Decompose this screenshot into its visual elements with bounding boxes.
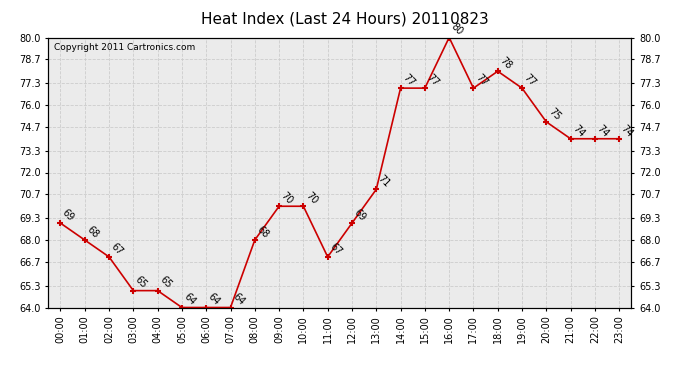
Text: 71: 71 xyxy=(376,174,392,189)
Text: Copyright 2011 Cartronics.com: Copyright 2011 Cartronics.com xyxy=(54,43,195,52)
Text: 74: 74 xyxy=(619,123,635,139)
Text: Heat Index (Last 24 Hours) 20110823: Heat Index (Last 24 Hours) 20110823 xyxy=(201,11,489,26)
Text: 70: 70 xyxy=(279,190,295,206)
Text: 74: 74 xyxy=(595,123,611,139)
Text: 75: 75 xyxy=(546,106,562,122)
Text: 77: 77 xyxy=(425,72,441,88)
Text: 80: 80 xyxy=(449,22,465,38)
Text: 69: 69 xyxy=(352,207,368,223)
Text: 68: 68 xyxy=(255,224,270,240)
Text: 64: 64 xyxy=(182,292,197,308)
Text: 65: 65 xyxy=(157,275,173,291)
Text: 64: 64 xyxy=(230,292,246,308)
Text: 70: 70 xyxy=(304,190,319,206)
Text: 68: 68 xyxy=(85,224,101,240)
Text: 78: 78 xyxy=(497,56,513,71)
Text: 65: 65 xyxy=(133,275,149,291)
Text: 77: 77 xyxy=(473,72,489,88)
Text: 64: 64 xyxy=(206,292,222,308)
Text: 74: 74 xyxy=(571,123,586,139)
Text: 67: 67 xyxy=(109,241,125,257)
Text: 67: 67 xyxy=(328,241,344,257)
Text: 77: 77 xyxy=(522,72,538,88)
Text: 69: 69 xyxy=(61,207,76,223)
Text: 77: 77 xyxy=(401,72,417,88)
